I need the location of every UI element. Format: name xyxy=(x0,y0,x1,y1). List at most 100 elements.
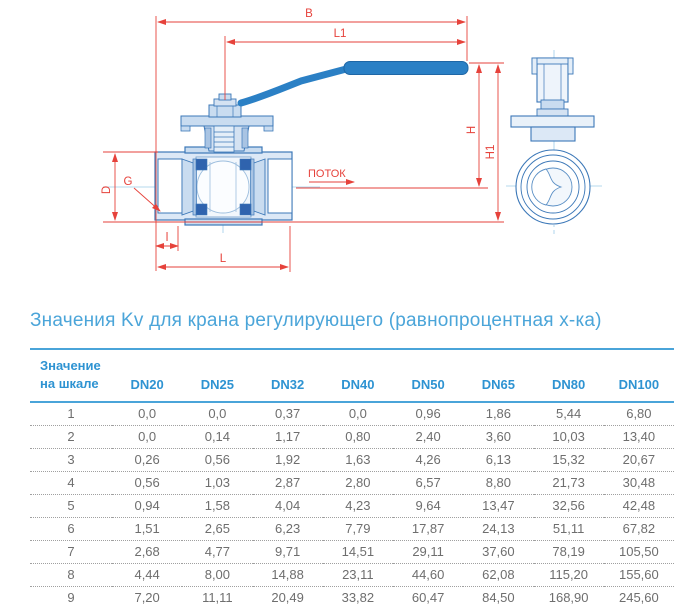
column-header-dn32: DN32 xyxy=(252,349,323,404)
kv-value-cell: 6,80 xyxy=(603,402,674,427)
kv-value-cell: 29,11 xyxy=(393,540,464,565)
kv-value-cell: 30,48 xyxy=(603,471,674,496)
kv-value-cell: 1,58 xyxy=(182,494,253,519)
kv-value-cell: 0,56 xyxy=(112,471,183,496)
kv-value-cell: 33,82 xyxy=(341,590,375,606)
dim-label-B: B xyxy=(305,8,313,20)
kv-value-cell: 7,79 xyxy=(322,517,393,542)
kv-value-cell: 1,51 xyxy=(112,517,183,542)
kv-value-cell: 44,60 xyxy=(393,563,464,588)
table-row: 9 7,20 11,11 20,49 33,82 60,47 84,50 168,90 245,… xyxy=(30,587,674,609)
kv-value-cell: 1,03 xyxy=(182,471,253,496)
kv-value-cell: 1,63 xyxy=(322,448,393,473)
kv-value-cell: 0,0 xyxy=(112,402,183,427)
kv-value-cell: 1,86 xyxy=(463,402,534,427)
kv-value-cell: 2,65 xyxy=(182,517,253,542)
kv-value-cell: 4,77 xyxy=(182,540,253,565)
table-row: 6 1,51 2,65 6,23 7,79 17,87 24,13 51,11 67,82 xyxy=(30,517,674,542)
kv-value-cell: 0,0 xyxy=(182,402,253,427)
scale-cell: 4 xyxy=(30,471,112,496)
kv-value-cell: 0,94 xyxy=(112,494,183,519)
kv-value-cell: 24,13 xyxy=(463,517,534,542)
kv-value-cell: 8,80 xyxy=(463,471,534,496)
kv-value-cell: 2,87 xyxy=(252,471,323,496)
kv-value-cell: 11,11 xyxy=(202,590,233,606)
front-view-body xyxy=(154,146,293,226)
kv-value-cell: 0,26 xyxy=(112,448,183,473)
kv-value-cell: 10,03 xyxy=(533,425,604,450)
kv-value-cell: 6,57 xyxy=(393,471,464,496)
dim-label-L: L xyxy=(220,253,227,265)
kv-value-cell: 9,71 xyxy=(252,540,323,565)
column-header-dn20: DN20 xyxy=(112,349,183,404)
kv-value-cell: 0,56 xyxy=(182,448,253,473)
kv-value-cell: 1,17 xyxy=(252,425,323,450)
table-header: Значение на шкале DN20 DN25 DN32 DN40 DN50 DN… xyxy=(30,349,674,404)
kv-value-cell: 105,50 xyxy=(603,540,674,565)
kv-value-cell: 14,51 xyxy=(322,540,393,565)
scale-cell: 2 xyxy=(30,425,112,450)
dim-label-G: G xyxy=(124,176,133,188)
kv-value-cell: 0,14 xyxy=(182,425,253,450)
kv-value-cell: 32,56 xyxy=(533,494,604,519)
kv-value-cell: 4,44 xyxy=(112,563,183,588)
kv-value-cell: 0,0 xyxy=(112,425,183,450)
column-header-dn50: DN50 xyxy=(393,349,464,404)
dim-label-H: H xyxy=(466,126,478,134)
kv-value-cell: 78,19 xyxy=(533,540,604,565)
table-row: 2 0,0 0,14 1,17 0,80 2,40 3,60 10,03 13,40 xyxy=(30,425,674,450)
table-row: 4 0,56 1,03 2,87 2,80 6,57 8,80 21,73 30,48 xyxy=(30,471,674,496)
column-header-dn40: DN40 xyxy=(322,349,393,404)
kv-value-cell: 155,60 xyxy=(603,563,674,588)
kv-values-table: Значение на шкале DN20 DN25 DN32 DN40 DN50 DN… xyxy=(30,348,674,609)
kv-value-cell: 13,40 xyxy=(603,425,674,450)
kv-value-cell: 17,87 xyxy=(393,517,464,542)
kv-value-cell: 4,23 xyxy=(322,494,393,519)
kv-value-cell: 7,20 xyxy=(134,590,160,606)
scale-cell: 9 xyxy=(67,590,75,606)
kv-value-cell: 4,04 xyxy=(252,494,323,519)
kv-value-cell: 37,60 xyxy=(463,540,534,565)
kv-value-cell: 6,13 xyxy=(463,448,534,473)
kv-value-cell: 23,11 xyxy=(322,563,393,588)
scale-cell: 8 xyxy=(30,563,112,588)
kv-value-cell: 245,60 xyxy=(618,590,659,606)
dim-label-H1: H1 xyxy=(485,145,497,160)
column-header-dn80: DN80 xyxy=(533,349,604,404)
kv-value-cell: 84,50 xyxy=(482,590,515,606)
scale-cell: 7 xyxy=(30,540,112,565)
section-title: Значения Kv для крана регулирующего (рав… xyxy=(30,310,602,331)
column-header-dn100: DN100 xyxy=(603,349,674,404)
table-row: 8 4,44 8,00 14,88 23,11 44,60 62,08 115,20 155,6… xyxy=(30,563,674,588)
kv-value-cell: 168,90 xyxy=(548,590,589,606)
table-row: 3 0,26 0,56 1,92 1,63 4,26 6,13 15,32 20,67 xyxy=(30,448,674,473)
kv-value-cell: 2,68 xyxy=(112,540,183,565)
dimension-labels: B L1 H H1 D G l L ПОТОК xyxy=(101,8,497,265)
dim-label-l: l xyxy=(166,232,169,244)
kv-value-cell: 1,92 xyxy=(252,448,323,473)
kv-value-cell: 60,47 xyxy=(411,590,445,606)
valve-handle xyxy=(237,61,469,107)
kv-value-cell: 20,67 xyxy=(603,448,674,473)
scale-column-header: Значение на шкале xyxy=(30,349,112,404)
kv-value-cell: 4,26 xyxy=(393,448,464,473)
kv-value-cell: 21,73 xyxy=(533,471,604,496)
flow-label: ПОТОК xyxy=(308,168,346,180)
kv-value-cell: 0,80 xyxy=(322,425,393,450)
kv-value-cell: 2,40 xyxy=(393,425,464,450)
table-row: 7 2,68 4,77 9,71 14,51 29,11 37,60 78,19 105,50 xyxy=(30,540,674,565)
side-view xyxy=(510,57,595,225)
column-header-dn65: DN65 xyxy=(463,349,534,404)
column-header-dn25: DN25 xyxy=(182,349,253,404)
valve-technical-drawing: B L1 H H1 D G l L ПОТОК xyxy=(0,0,700,300)
dim-label-D: D xyxy=(101,186,113,194)
scale-cell: 5 xyxy=(30,494,112,519)
kv-value-cell: 0,96 xyxy=(393,402,464,427)
kv-value-cell: 62,08 xyxy=(463,563,534,588)
kv-value-cell: 15,32 xyxy=(533,448,604,473)
kv-value-cell: 9,64 xyxy=(393,494,464,519)
valve-drawing-svg: B L1 H H1 D G l L ПОТОК xyxy=(101,8,602,272)
kv-value-cell: 3,60 xyxy=(463,425,534,450)
kv-value-cell: 67,82 xyxy=(603,517,674,542)
table-body: 1 0,0 0,0 0,37 0,0 0,96 1,86 5,44 6,80 2 0,0 0,14 1,… xyxy=(30,402,674,609)
